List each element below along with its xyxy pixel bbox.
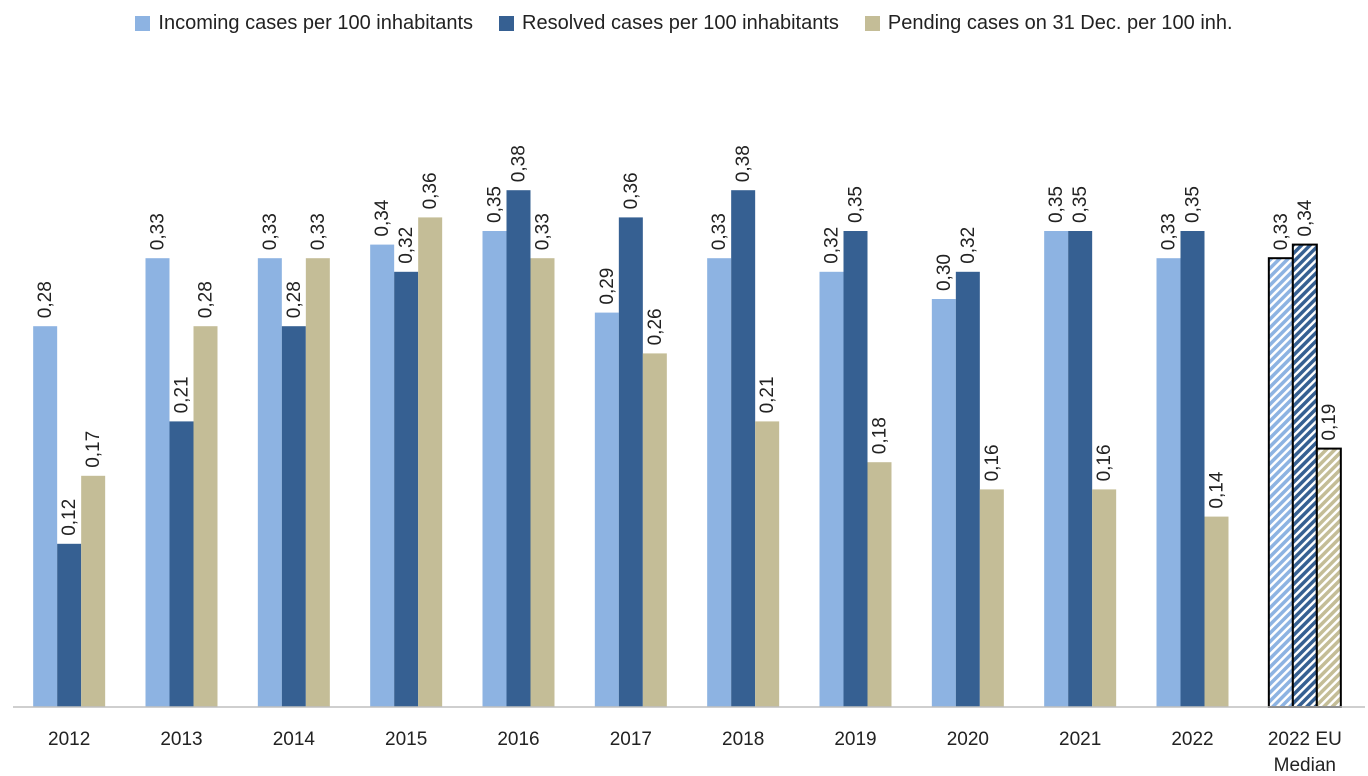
bar xyxy=(955,271,980,707)
data-label: 0,33 xyxy=(148,213,169,250)
bar xyxy=(81,475,106,707)
legend-label: Resolved cases per 100 inhabitants xyxy=(522,12,839,34)
data-label: 0,32 xyxy=(822,227,843,264)
data-label: 0,32 xyxy=(396,227,417,264)
bar xyxy=(305,258,330,707)
data-label: 0,19 xyxy=(1319,404,1340,441)
data-label: 0,33 xyxy=(260,213,281,250)
bar xyxy=(33,326,58,707)
x-tick-label: 2013 xyxy=(160,729,203,750)
bar xyxy=(1204,516,1229,707)
bar xyxy=(1315,447,1342,708)
data-label: 0,38 xyxy=(733,145,754,182)
legend: Incoming cases per 100 inhabitants Resolv… xyxy=(0,12,1368,35)
data-label: 0,28 xyxy=(196,281,217,318)
data-label: 0,29 xyxy=(597,268,618,305)
data-label: 0,33 xyxy=(533,213,554,250)
bar xyxy=(482,231,507,707)
legend-item: Resolved cases per 100 inhabitants xyxy=(499,12,839,35)
bar xyxy=(257,258,282,707)
data-label: 0,35 xyxy=(1046,186,1067,223)
x-tick-label: 2020 xyxy=(946,729,989,750)
bar xyxy=(642,353,667,707)
bar xyxy=(370,244,395,707)
data-label: 0,28 xyxy=(35,281,56,318)
data-label: 0,38 xyxy=(509,145,530,182)
bar xyxy=(1068,231,1093,707)
legend-swatch xyxy=(135,16,151,31)
bar xyxy=(169,421,194,707)
bar xyxy=(1180,231,1205,707)
data-label: 0,33 xyxy=(1159,213,1180,250)
bar xyxy=(506,190,531,707)
bar xyxy=(867,462,892,707)
bar xyxy=(731,190,756,707)
bar xyxy=(707,258,732,707)
x-tick-label: 2019 xyxy=(834,729,877,750)
legend-item: Pending cases on 31 Dec. per 100 inh. xyxy=(864,12,1233,35)
bar xyxy=(530,258,555,707)
data-label: 0,32 xyxy=(958,227,979,264)
data-label: 0,14 xyxy=(1207,471,1228,508)
bar xyxy=(819,271,844,707)
bar xyxy=(618,217,643,707)
bar xyxy=(1156,258,1181,707)
data-label: 0,21 xyxy=(172,376,193,413)
bar xyxy=(1267,257,1294,708)
x-tick-label: 2018 xyxy=(722,729,765,750)
bar xyxy=(1092,489,1117,707)
x-tick-label: 2017 xyxy=(609,729,652,750)
legend-label: Pending cases on 31 Dec. per 100 inh. xyxy=(887,12,1233,34)
data-label: 0,33 xyxy=(709,213,730,250)
x-tick-label: 2022 xyxy=(1171,729,1214,750)
data-label: 0,26 xyxy=(645,308,666,345)
x-tick-label: 2015 xyxy=(385,729,428,750)
bar xyxy=(979,489,1004,707)
data-label: 0,33 xyxy=(308,213,329,250)
bar xyxy=(281,326,306,707)
data-label: 0,16 xyxy=(982,444,1003,481)
data-label: 0,28 xyxy=(284,281,305,318)
data-label: 0,35 xyxy=(1070,186,1091,223)
legend-swatch xyxy=(864,16,880,31)
data-label: 0,30 xyxy=(934,254,955,291)
bar xyxy=(57,543,82,707)
data-label: 0,34 xyxy=(1295,199,1316,236)
bar xyxy=(594,312,619,707)
data-label: 0,36 xyxy=(621,172,642,209)
bar xyxy=(1291,243,1318,708)
x-tick-label: 2016 xyxy=(497,729,540,750)
data-label: 0,35 xyxy=(485,186,506,223)
bar xyxy=(1044,231,1069,707)
bar xyxy=(145,258,170,707)
legend-swatch xyxy=(499,16,515,31)
data-label: 0,17 xyxy=(83,431,104,468)
data-label: 0,35 xyxy=(1183,186,1204,223)
bar xyxy=(394,271,419,707)
data-label: 0,21 xyxy=(757,376,778,413)
data-label: 0,34 xyxy=(372,199,393,236)
bar xyxy=(418,217,443,707)
data-label: 0,36 xyxy=(420,172,441,209)
data-label: 0,12 xyxy=(59,499,80,536)
data-label: 0,16 xyxy=(1094,444,1115,481)
x-tick-label: 2022 EU Median xyxy=(1267,729,1342,776)
legend-label: Incoming cases per 100 inhabitants xyxy=(158,12,474,34)
legend-item: Incoming cases per 100 inhabitants xyxy=(135,12,473,35)
bar xyxy=(843,231,868,707)
x-tick-label: 2021 xyxy=(1059,729,1102,750)
data-label: 0,33 xyxy=(1271,213,1292,250)
bar xyxy=(931,299,956,707)
data-label: 0,35 xyxy=(846,186,867,223)
data-label: 0,18 xyxy=(870,417,891,454)
bar xyxy=(755,421,780,707)
x-tick-label: 2014 xyxy=(272,729,315,750)
bar xyxy=(193,326,218,707)
x-tick-label: 2012 xyxy=(48,729,91,750)
